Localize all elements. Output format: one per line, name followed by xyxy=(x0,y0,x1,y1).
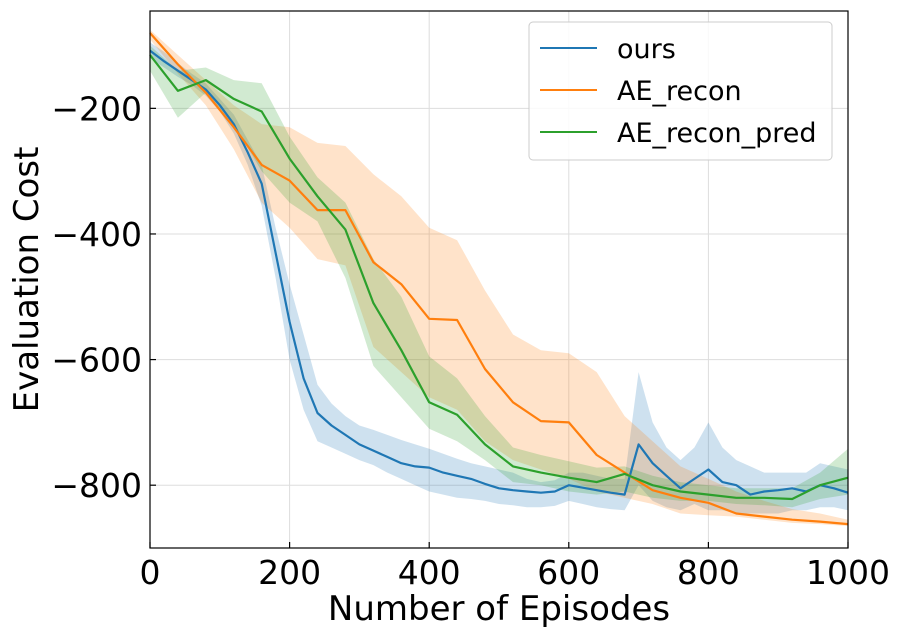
plot-frame xyxy=(149,10,849,549)
x-tick-label: 400 xyxy=(398,553,461,592)
legend: ours AE_recon AE_recon_pred xyxy=(528,21,833,161)
axis-ticks: 0 200 400 600 800 1000 −800 −600 −400 −200 xyxy=(51,89,890,592)
series-line-ae-recon xyxy=(149,32,849,526)
band-ae-recon-pred xyxy=(150,45,848,508)
series-lines xyxy=(149,32,849,526)
confidence-bands xyxy=(150,29,848,527)
x-tick-label: 200 xyxy=(258,553,321,592)
band-ae-recon xyxy=(150,29,848,527)
x-tick-label: 0 xyxy=(140,553,161,592)
x-tick-label: 800 xyxy=(677,553,740,592)
band-ours xyxy=(150,42,848,514)
y-axis-label: Evaluation Cost xyxy=(7,147,47,413)
series-line-ae-recon-pred xyxy=(149,54,849,501)
legend-label-ours: ours xyxy=(617,34,676,65)
x-tick-label: 1000 xyxy=(806,553,890,592)
legend-label-ae-recon: AE_recon xyxy=(617,76,742,107)
y-tick-label: −200 xyxy=(51,89,142,128)
legend-box xyxy=(528,21,833,161)
legend-label-ae-recon-pred: AE_recon_pred xyxy=(617,118,817,149)
x-tick-label: 600 xyxy=(537,553,600,592)
y-tick-label: −400 xyxy=(51,215,142,254)
y-tick-label: −800 xyxy=(51,466,142,505)
series-line-ours xyxy=(149,49,849,496)
y-tick-label: −600 xyxy=(51,341,142,380)
x-axis-label: Number of Episodes xyxy=(328,589,670,629)
